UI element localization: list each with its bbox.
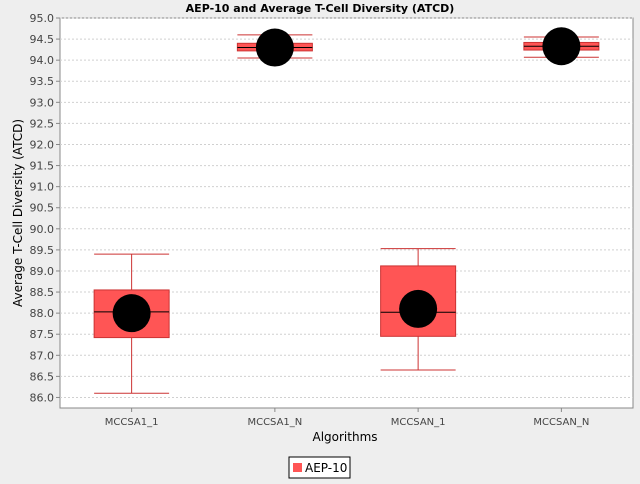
mean-marker <box>112 294 151 333</box>
plot-area <box>59 17 634 409</box>
y-tick-label: 94.5 <box>30 33 55 46</box>
y-tick-label: 91.0 <box>30 181 55 194</box>
y-tick-label: 88.5 <box>30 286 55 299</box>
x-tick-label: MCCSAN_N <box>533 417 589 428</box>
x-axis-label: Algorithms <box>312 430 377 444</box>
grid-lines <box>60 17 633 398</box>
y-tick-label: 87.0 <box>30 349 55 362</box>
box-mccsan-n <box>523 27 600 66</box>
y-tick-label: 90.5 <box>30 202 55 215</box>
y-tick-label: 89.0 <box>30 265 55 278</box>
x-axis: MCCSA1_1 MCCSA1_N MCCSAN_1 MCCSAN_N <box>105 408 589 428</box>
x-tick-label: MCCSAN_1 <box>391 417 446 428</box>
y-tick-label: 92.0 <box>30 138 55 151</box>
box-mccsan-1 <box>380 248 457 371</box>
y-tick-label: 94.0 <box>30 54 55 67</box>
y-tick-label: 88.0 <box>30 307 55 320</box>
legend: AEP-10 <box>288 456 351 479</box>
box-series <box>93 27 600 394</box>
y-tick-label: 89.5 <box>30 244 55 257</box>
y-tick-label: 87.5 <box>30 328 55 341</box>
box-mccsa1-n <box>236 28 313 67</box>
y-axis: 86.0 86.5 87.0 87.5 88.0 88.5 89.0 89.5 90.0 90.5… <box>30 12 60 404</box>
legend-swatch-aep-10 <box>293 463 302 472</box>
legend-box <box>288 456 351 479</box>
y-axis-label: Average T-Cell Diversity (ATCD) <box>11 119 25 307</box>
y-tick-label: 86.5 <box>30 370 55 383</box>
y-tick-label: 92.5 <box>30 117 55 130</box>
legend-label-aep-10: AEP-10 <box>305 461 347 475</box>
mean-marker <box>542 27 581 66</box>
x-tick-label: MCCSA1_1 <box>105 417 159 428</box>
y-tick-label: 93.5 <box>30 75 55 88</box>
box-mccsa1-1 <box>93 253 170 394</box>
x-tick-label: MCCSA1_N <box>247 417 302 428</box>
y-tick-label: 90.0 <box>30 223 55 236</box>
y-tick-label: 91.5 <box>30 160 55 173</box>
mean-marker <box>255 28 294 67</box>
y-tick-label: 93.0 <box>30 96 55 109</box>
mean-marker <box>399 289 438 328</box>
y-tick-label: 86.0 <box>30 391 55 404</box>
y-tick-label: 95.0 <box>30 12 55 25</box>
chart-title: AEP-10 and Average T-Cell Diversity (ATC… <box>186 2 455 15</box>
